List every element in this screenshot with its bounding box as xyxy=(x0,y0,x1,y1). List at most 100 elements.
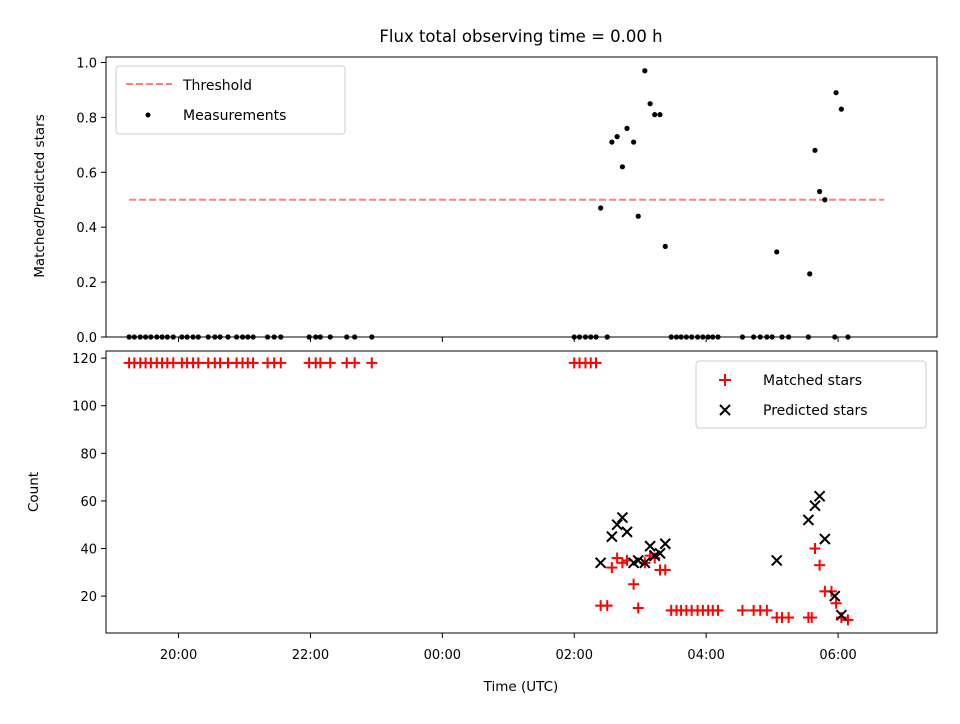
measurement-point xyxy=(652,112,658,118)
measurement-point xyxy=(817,188,823,195)
bottom-chart-legend: Matched stars Predicted stars xyxy=(695,360,927,429)
predicted-star-point xyxy=(632,554,644,567)
measurement-point xyxy=(609,139,615,145)
bottom-chart-frame xyxy=(105,350,938,634)
matched-star-point xyxy=(842,614,854,626)
matched-star-point xyxy=(628,578,640,590)
matched-star-point xyxy=(814,559,826,571)
predicted-star-point xyxy=(594,557,607,569)
matched-star-point xyxy=(247,357,259,369)
matched-star-point xyxy=(736,604,748,616)
predicted-star-point xyxy=(621,526,633,538)
top-ytick-label: 1.0 xyxy=(76,56,97,71)
bottom-chart-ylabel: Count xyxy=(26,472,42,512)
bottom-ytick-label: 40 xyxy=(80,543,97,558)
measurement-point xyxy=(598,205,604,211)
bottom-xtick-label: 04:00 xyxy=(687,648,724,663)
measurement-point xyxy=(822,197,828,203)
measurement-point xyxy=(647,101,653,107)
predicted-stars-legend-marker xyxy=(719,404,731,416)
predicted-star-point xyxy=(616,511,629,524)
matched-star-point xyxy=(783,612,795,624)
bottom-ytick-label: 20 xyxy=(80,590,97,605)
bottom-xtick-label: 22:00 xyxy=(292,648,329,663)
bottom-xtick-label: 00:00 xyxy=(424,648,461,663)
measurement-point xyxy=(631,139,637,145)
measurement-point xyxy=(657,112,663,118)
matched-stars-legend-marker xyxy=(719,374,731,386)
bottom-xtick-label: 06:00 xyxy=(819,648,856,663)
measurement-point xyxy=(662,243,668,250)
measurement-point xyxy=(833,90,839,96)
matched-star-point xyxy=(632,602,644,614)
matched-star-point xyxy=(825,585,837,597)
matched-star-point xyxy=(314,357,326,369)
matched-star-point xyxy=(590,357,602,369)
predicted-star-point xyxy=(606,530,618,543)
bottom-xtick-label: 02:00 xyxy=(556,648,593,663)
top-chart-ylabel: Matched/Predicted stars xyxy=(32,114,48,277)
predicted-star-point xyxy=(659,538,671,550)
predicted-star-point xyxy=(829,590,841,602)
top-legend-box xyxy=(115,65,346,135)
measurement-point xyxy=(619,164,626,170)
matched-star-point xyxy=(809,543,821,555)
measurement-point xyxy=(614,134,620,140)
top-ytick-label: 0.8 xyxy=(76,111,97,126)
matched-star-point xyxy=(806,612,818,624)
bottom-chart-xlabel: Time (UTC) xyxy=(483,679,559,695)
top-chart-ticks: 0.0 0.2 0.4 0.6 0.8 1.0 xyxy=(76,56,839,346)
measurements-legend-label: Measurements xyxy=(183,108,286,124)
top-ytick-label: 0.0 xyxy=(76,331,97,346)
matched-star-point xyxy=(192,357,204,369)
measurement-point xyxy=(812,147,818,153)
predicted-star-point xyxy=(611,519,623,531)
predicted-star-point xyxy=(819,533,831,545)
matched-star-point xyxy=(601,600,613,612)
matched-star-point xyxy=(275,357,287,369)
bottom-ytick-label: 120 xyxy=(72,352,97,367)
matched-star-point xyxy=(659,564,671,576)
bottom-ytick-label: 100 xyxy=(72,400,97,415)
predicted-star-point xyxy=(813,490,826,502)
top-chart-frame xyxy=(105,56,938,338)
bottom-ytick-label: 60 xyxy=(80,495,97,510)
measurement-point xyxy=(642,68,648,74)
predicted-stars-legend-label: Predicted stars xyxy=(763,403,868,419)
top-chart-legend: Threshold Measurements xyxy=(115,65,346,135)
bottom-chart-ticks: 20 40 60 80 100 120 20:00 22:00 00:00 02:00 04:00 0… xyxy=(72,352,857,663)
measurements-legend-marker xyxy=(145,112,151,118)
threshold-legend-label: Threshold xyxy=(182,78,252,94)
measurement-point xyxy=(774,249,780,255)
bottom-chart: Count Time (UTC) 20 40 60 80 100 120 20:00 22:0… xyxy=(26,350,938,695)
predicted-stars-points xyxy=(594,490,848,621)
top-ytick-label: 0.4 xyxy=(76,221,97,236)
matched-star-point xyxy=(611,552,623,564)
matched-stars-points xyxy=(123,357,854,626)
predicted-star-point xyxy=(639,557,651,569)
measurement-point xyxy=(635,213,641,219)
top-ytick-label: 0.6 xyxy=(76,166,97,181)
measurement-point xyxy=(807,271,813,277)
top-ytick-label: 0.2 xyxy=(76,276,97,291)
matched-star-point xyxy=(349,357,361,369)
matched-star-point xyxy=(761,604,773,616)
predicted-star-point xyxy=(771,554,783,567)
matched-star-point xyxy=(830,597,842,609)
top-chart: Flux total observing time = 0.00 h Match… xyxy=(32,27,938,346)
bottom-legend-box xyxy=(695,360,927,429)
matched-stars-legend-label: Matched stars xyxy=(763,373,862,389)
predicted-star-point xyxy=(802,514,815,526)
bottom-ytick-label: 80 xyxy=(80,447,97,462)
matched-star-point xyxy=(324,357,336,369)
predicted-star-point xyxy=(644,540,656,552)
predicted-star-point xyxy=(835,609,848,621)
bottom-xtick-label: 20:00 xyxy=(160,648,197,663)
matched-star-point xyxy=(366,357,378,369)
measurement-point xyxy=(838,106,844,112)
matched-star-point xyxy=(712,604,724,616)
predicted-star-point xyxy=(809,499,821,512)
matched-star-point xyxy=(606,562,618,574)
measurement-point xyxy=(624,125,630,131)
